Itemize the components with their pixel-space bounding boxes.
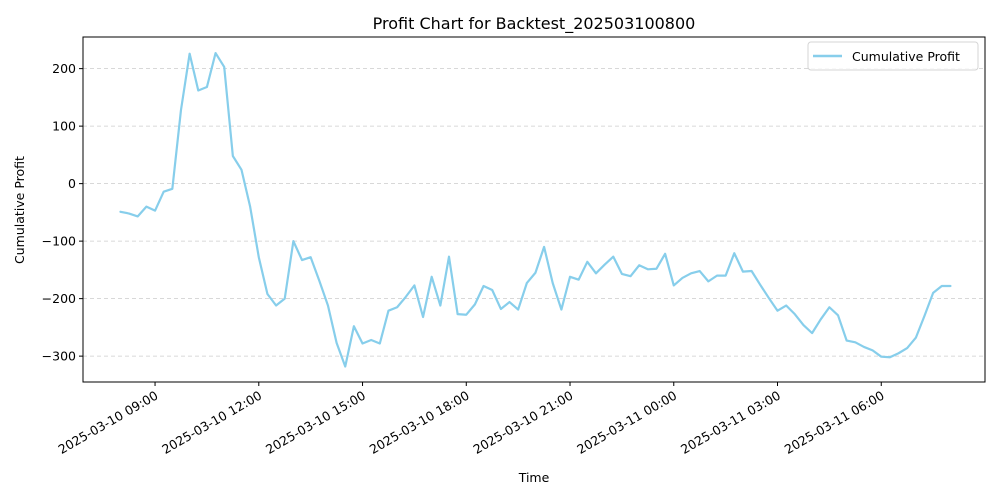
series-line-cumulative-profit <box>119 51 952 368</box>
grid-layer <box>83 68 985 357</box>
legend-box <box>807 41 979 71</box>
x-tick-label: 2025-03-10 09:00 <box>55 388 160 457</box>
x-tick-label: 2025-03-10 12:00 <box>159 388 264 457</box>
legend-label: Cumulative Profit <box>852 49 960 64</box>
y-tick-label: −100 <box>42 234 76 249</box>
x-axis-label: Time <box>518 470 550 485</box>
x-tick-label: 2025-03-11 00:00 <box>574 388 679 457</box>
y-tick-label: 0 <box>68 176 76 191</box>
y-tick-label: 100 <box>52 119 76 134</box>
x-tick-label: 2025-03-11 03:00 <box>678 388 783 457</box>
x-tick-label: 2025-03-10 21:00 <box>470 388 575 457</box>
axes-layer <box>82 36 986 383</box>
series-layer <box>119 51 952 368</box>
x-tick-label: 2025-03-10 18:00 <box>367 388 472 457</box>
legend: Cumulative Profit <box>807 41 979 71</box>
y-tick-label: −200 <box>42 291 76 306</box>
y-tick-label: −300 <box>42 349 76 364</box>
y-axis-label: Cumulative Profit <box>12 156 27 264</box>
plot-frame <box>82 36 986 383</box>
x-tick-label: 2025-03-10 15:00 <box>263 388 368 457</box>
chart-title: Profit Chart for Backtest_202503100800 <box>373 14 696 34</box>
x-tick-label: 2025-03-11 06:00 <box>782 388 887 457</box>
y-tick-label: 200 <box>52 61 76 76</box>
